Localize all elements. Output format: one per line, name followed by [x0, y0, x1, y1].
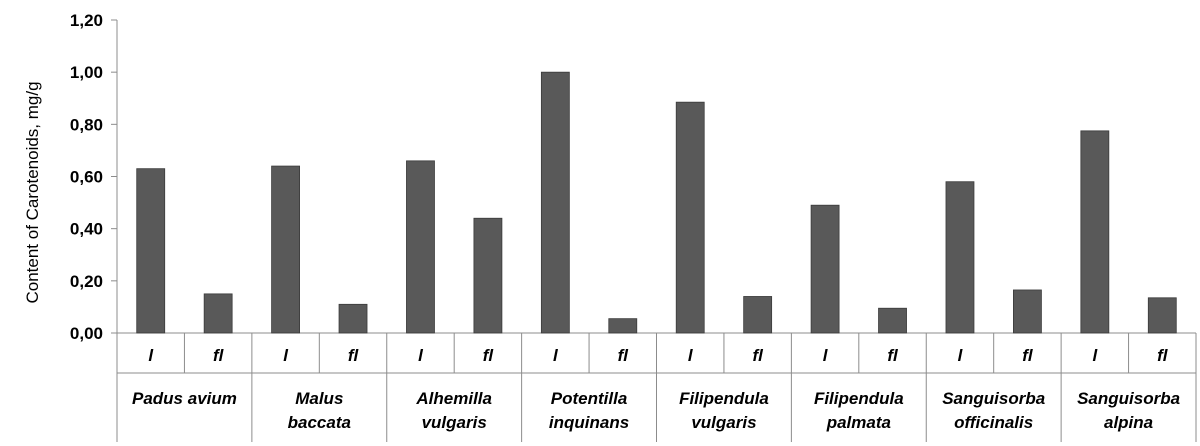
category-label: fl	[618, 346, 630, 365]
bar	[1080, 130, 1110, 334]
bars	[136, 71, 1177, 334]
bar	[271, 165, 300, 334]
category-label: l	[148, 346, 154, 365]
bar	[338, 303, 368, 334]
bar	[406, 160, 435, 334]
y-tick-label: 1,20	[70, 11, 103, 30]
category-label: fl	[483, 346, 495, 365]
category-label: fl	[348, 346, 360, 365]
category-label: l	[958, 346, 964, 365]
bar	[540, 71, 570, 334]
y-tick-label: 1,00	[70, 63, 103, 82]
category-label: l	[823, 346, 829, 365]
category-label: fl	[752, 346, 764, 365]
category-label: l	[283, 346, 289, 365]
y-tick-label: 0,60	[70, 168, 103, 187]
category-label: l	[688, 346, 694, 365]
category-label: l	[553, 346, 559, 365]
bar	[473, 217, 503, 334]
category-label: l	[418, 346, 424, 365]
category-label: fl	[213, 346, 225, 365]
category-label: l	[1092, 346, 1098, 365]
bar	[136, 168, 166, 334]
category-label: fl	[1022, 346, 1034, 365]
group-label-line1: Malus	[295, 389, 343, 408]
group-label-line2: palmata	[826, 413, 891, 432]
group-label-line2: vulgaris	[422, 413, 487, 432]
bar	[1147, 297, 1177, 334]
group-label-line2: baccata	[288, 413, 351, 432]
bar	[608, 318, 638, 334]
group-label-line2: inquinans	[549, 413, 629, 432]
group-label-line1: Sanguisorba	[942, 389, 1045, 408]
bar	[945, 181, 975, 334]
group-label-line1: Alhemilla	[415, 389, 492, 408]
bar	[810, 204, 840, 334]
category-label: fl	[1157, 346, 1169, 365]
group-label-line1: Padus avium	[132, 389, 237, 408]
group-label-line1: Filipendula	[814, 389, 904, 408]
group-label-line2: alpina	[1104, 413, 1153, 432]
bar	[743, 296, 773, 334]
y-tick-label: 0,20	[70, 272, 103, 291]
y-tick-label: 0,40	[70, 220, 103, 239]
group-label-line2: vulgaris	[691, 413, 756, 432]
category-label: fl	[887, 346, 899, 365]
group-label-line1: Potentilla	[551, 389, 628, 408]
bar	[878, 307, 907, 334]
group-label-line1: Sanguisorba	[1077, 389, 1180, 408]
labels: 0,00 0,20 0,40 0,60 0,80 1,00 1,20 Content of C…	[23, 11, 1180, 432]
bar	[675, 101, 705, 334]
y-axis-title: Content of Carotenoids, mg/g	[23, 81, 42, 303]
y-tick-label: 0,80	[70, 115, 103, 134]
y-tick-label: 0,00	[70, 324, 103, 343]
bar	[203, 293, 233, 334]
group-label-line1: Filipendula	[679, 389, 769, 408]
bar	[1013, 289, 1042, 334]
group-label-line2: officinalis	[954, 413, 1033, 432]
